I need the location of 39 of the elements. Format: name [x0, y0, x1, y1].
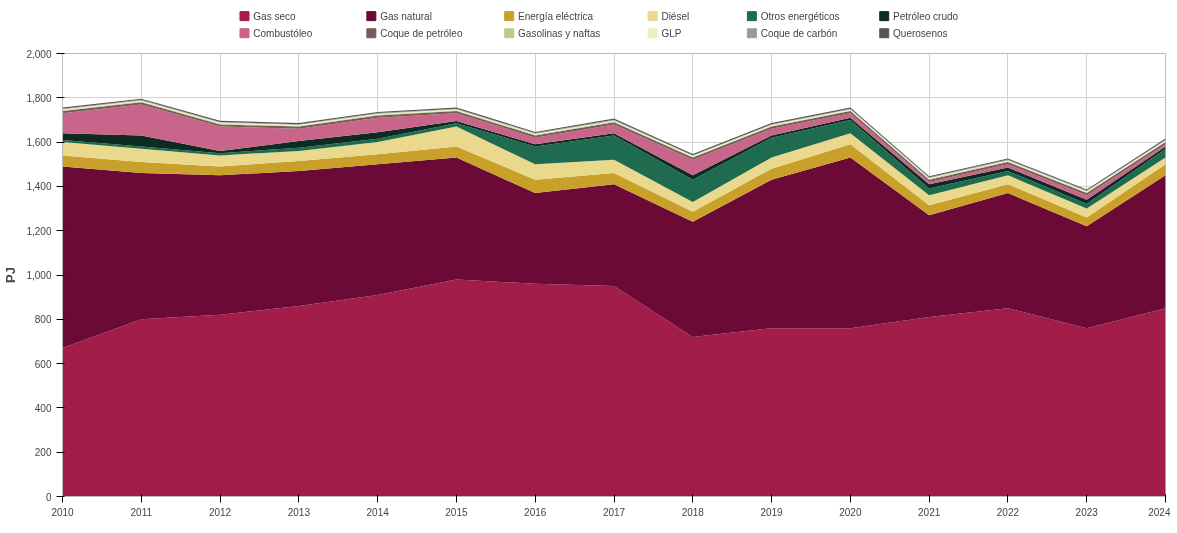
legend-label: Gas natural — [380, 10, 432, 22]
x-tick-label: 2021 — [918, 506, 941, 518]
x-tick-label: 2024 — [1148, 506, 1171, 518]
y-tick-label: 1,600 — [26, 137, 52, 149]
legend-label: Otros energéticos — [760, 10, 840, 22]
y-tick-label: 2,000 — [26, 48, 52, 60]
x-tick-label: 2014 — [366, 506, 390, 518]
y-tick-label: 800 — [34, 314, 52, 326]
y-tick-label: 400 — [34, 402, 52, 414]
legend-label: Energía eléctrica — [518, 10, 594, 22]
legend-label: Gasolinas y naftas — [518, 27, 601, 39]
legend-label: Gas seco — [253, 10, 296, 22]
y-tick-label: 200 — [34, 447, 52, 459]
y-tick-label: 1,400 — [26, 181, 52, 193]
x-tick-label: 2018 — [681, 506, 705, 518]
x-tick-label: 2017 — [602, 506, 626, 518]
x-tick-label: 2016 — [524, 506, 547, 518]
legend-label: Coque de petróleo — [380, 27, 463, 39]
y-axis-title: PJ — [3, 267, 19, 283]
x-tick-label: 2013 — [287, 506, 311, 518]
x-tick-label: 2010 — [51, 506, 75, 518]
x-tick-label: 2023 — [1075, 506, 1099, 518]
x-tick-label: 2022 — [996, 506, 1020, 518]
legend-label: Coque de carbón — [760, 27, 838, 39]
legend-label: Diésel — [661, 10, 690, 22]
y-tick-label: 1,800 — [26, 92, 52, 104]
legend-label: Petróleo crudo — [893, 10, 959, 22]
x-tick-label: 2015 — [445, 506, 468, 518]
legend-label: Combustóleo — [253, 27, 313, 39]
legend-label: GLP — [661, 27, 682, 39]
x-tick-label: 2012 — [208, 506, 232, 518]
x-tick-label: 2019 — [760, 506, 784, 518]
y-tick-label: 1,200 — [26, 225, 52, 237]
legend-label: Querosenos — [893, 27, 948, 39]
x-tick-label: 2020 — [839, 506, 862, 518]
y-tick-label: 1,000 — [26, 270, 52, 281]
x-tick-label: 2011 — [130, 506, 153, 518]
y-tick-label: 600 — [34, 358, 52, 370]
y-tick-label: 0 — [45, 491, 52, 503]
